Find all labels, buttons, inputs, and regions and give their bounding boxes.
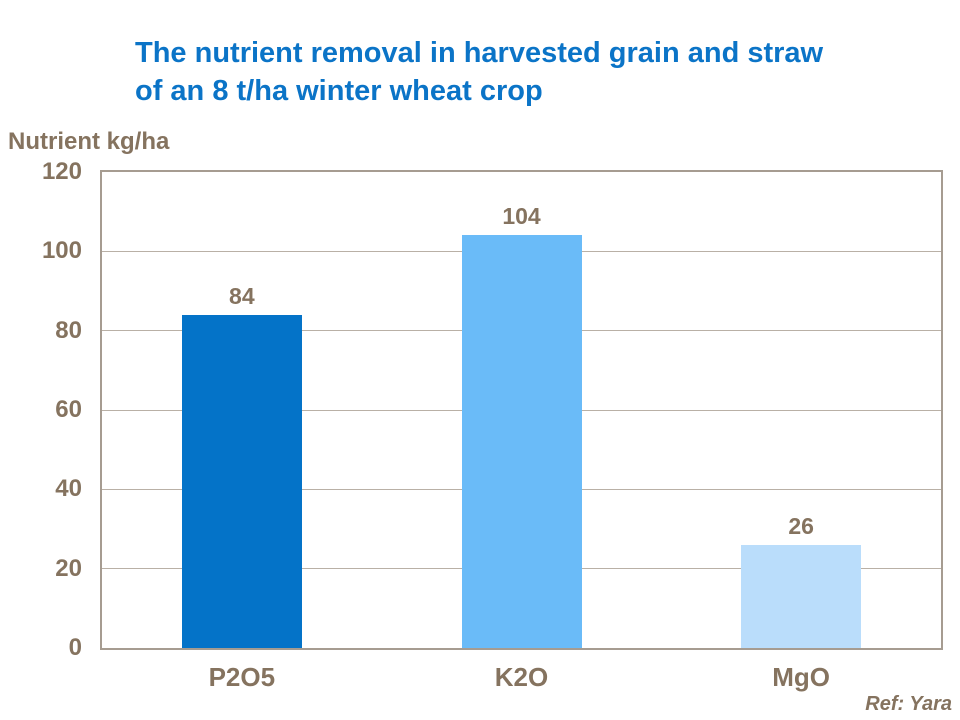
y-tick-label-60: 60: [55, 396, 82, 423]
category-label-P2O5: P2O5: [208, 662, 276, 692]
y-tick-label-120: 120: [41, 158, 82, 185]
y-tick-label-80: 80: [55, 316, 82, 344]
value-label-K2O: 104: [502, 203, 541, 230]
bar-P2O5: [181, 314, 302, 648]
category-label-MgO: MgO: [772, 662, 831, 692]
bar-K2O: [461, 235, 582, 648]
y-tick-label-0: 0: [68, 634, 82, 661]
y-tick-label-100: 100: [41, 237, 82, 265]
plot-area: 84 P2O5 104 K2O 26 MgO: [100, 170, 943, 692]
reference-note: Ref: Yara: [865, 693, 952, 715]
value-label-MgO: 26: [788, 512, 814, 539]
chart-title-line2: of an 8 t/ha winter wheat crop: [135, 75, 543, 107]
y-tick-label-20: 20: [55, 554, 82, 582]
chart-title-line1: The nutrient removal in harvested grain …: [135, 37, 824, 69]
y-axis-title: Nutrient kg/ha: [8, 128, 170, 155]
y-tick-label-40: 40: [55, 475, 82, 503]
value-label-P2O5: 84: [229, 282, 255, 309]
category-label-K2O: K2O: [494, 662, 549, 692]
bar-MgO: [741, 544, 862, 648]
chart-title: The nutrient removal in harvested grain …: [135, 34, 947, 110]
